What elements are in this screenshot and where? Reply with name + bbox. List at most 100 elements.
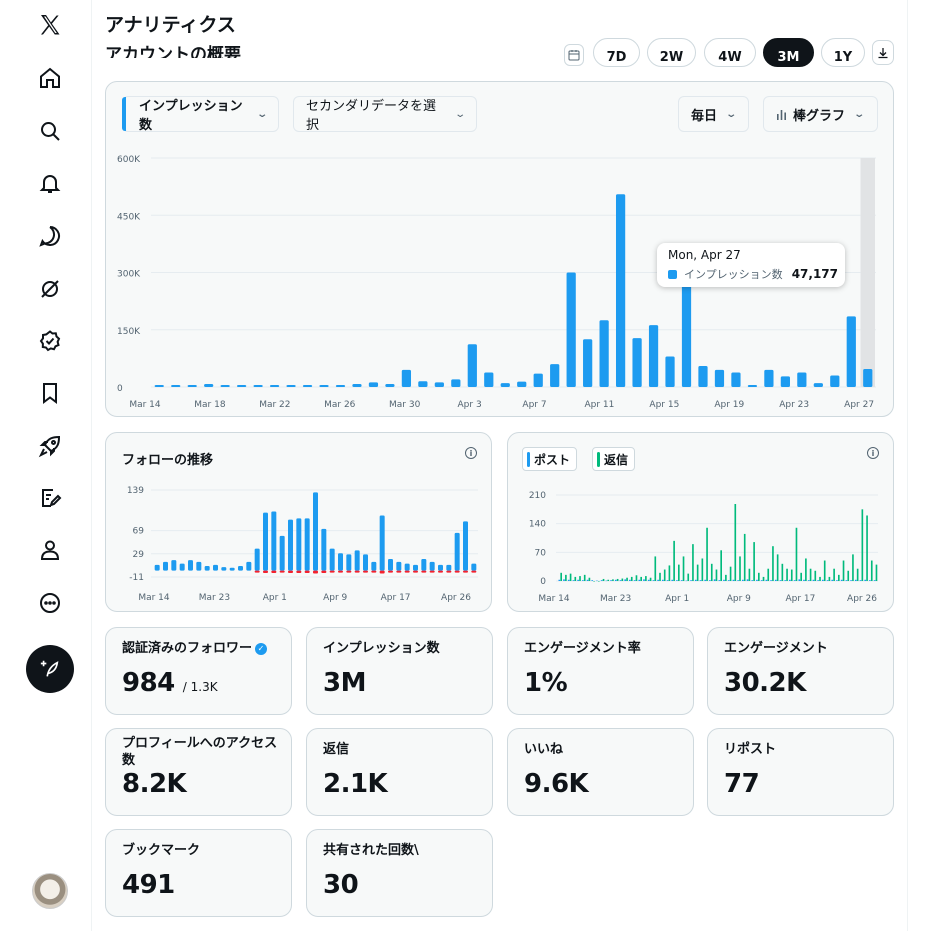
posts-bar[interactable] (662, 579, 664, 581)
follows-loss-bar[interactable] (338, 570, 343, 573)
replies-bar[interactable] (748, 568, 751, 581)
replies-bar[interactable] (565, 574, 567, 581)
posts-bar[interactable] (638, 579, 641, 581)
replies-bar[interactable] (861, 509, 864, 581)
rocket-icon[interactable] (35, 431, 65, 461)
follows-gain-bar[interactable] (463, 521, 468, 571)
replies-bar[interactable] (678, 564, 680, 581)
posts-bar[interactable] (850, 580, 852, 581)
replies-bar[interactable] (659, 572, 661, 581)
replies-bar[interactable] (842, 560, 845, 581)
impressions-bar[interactable] (665, 356, 675, 387)
replies-bar[interactable] (621, 578, 624, 581)
follows-gain-bar[interactable] (446, 564, 452, 571)
info-icon[interactable]: i (465, 447, 477, 459)
replies-bar[interactable] (781, 563, 784, 581)
follows-gain-bar[interactable] (321, 528, 327, 571)
impressions-bar[interactable] (846, 316, 856, 387)
posts-bar[interactable] (586, 579, 589, 581)
replies-bar[interactable] (833, 568, 835, 581)
posts-bar[interactable] (840, 579, 843, 581)
replies-bar[interactable] (701, 558, 704, 581)
follows-loss-bar[interactable] (471, 570, 477, 573)
posts-bar[interactable] (605, 580, 608, 582)
replies-bar[interactable] (635, 575, 638, 581)
posts-bar[interactable] (699, 580, 702, 581)
posts-bar[interactable] (727, 580, 730, 581)
follows-loss-bar[interactable] (254, 570, 260, 573)
follows-gain-bar[interactable] (188, 560, 193, 571)
posts-bar[interactable] (694, 579, 697, 581)
secondary-data-dropdown[interactable]: セカンダリデータを選択 ⌄ (293, 96, 477, 133)
follows-loss-bar[interactable] (463, 570, 468, 573)
impressions-bar[interactable] (797, 372, 807, 387)
follows-gain-bar[interactable] (454, 532, 460, 571)
replies-bar[interactable] (616, 578, 619, 581)
verified-orgs-icon[interactable] (35, 326, 65, 356)
impressions-bar[interactable] (830, 375, 840, 387)
posts-bar[interactable] (859, 580, 862, 581)
replies-bar[interactable] (814, 570, 817, 581)
replies-bar[interactable] (852, 554, 854, 581)
posts-bar[interactable] (807, 580, 810, 581)
follows-gain-bar[interactable] (404, 563, 410, 571)
impressions-bar[interactable] (335, 385, 346, 387)
impressions-bar[interactable] (533, 373, 543, 387)
replies-bar[interactable] (560, 572, 562, 581)
follows-gain-bar[interactable] (371, 561, 377, 571)
stat-replies[interactable]: 返信 2.1K (306, 728, 493, 816)
messages-icon[interactable] (35, 221, 65, 251)
replies-bar[interactable] (720, 550, 722, 581)
replies-bar[interactable] (649, 577, 652, 581)
posts-bar[interactable] (652, 580, 655, 581)
legend-replies[interactable]: 返信 (592, 447, 636, 471)
posts-bar[interactable] (629, 579, 631, 581)
posts-bar[interactable] (671, 579, 674, 581)
impressions-bar[interactable] (550, 364, 560, 387)
follows-loss-bar[interactable] (354, 570, 360, 573)
replies-bar[interactable] (593, 581, 595, 582)
posts-bar[interactable] (563, 579, 565, 581)
posts-bar[interactable] (624, 579, 626, 581)
posts-bar[interactable] (770, 580, 772, 581)
posts-bar[interactable] (742, 579, 744, 581)
follows-gain-bar[interactable] (388, 559, 393, 571)
follows-gain-bar[interactable] (396, 561, 402, 571)
impressions-bar[interactable] (566, 272, 576, 388)
posts-bar[interactable] (784, 580, 786, 581)
replies-bar[interactable] (734, 504, 737, 581)
impressions-bar[interactable] (500, 383, 510, 387)
posts-bar[interactable] (760, 580, 763, 581)
posts-bar[interactable] (614, 579, 617, 581)
follows-loss-bar[interactable] (371, 570, 377, 573)
posts-bar[interactable] (680, 580, 683, 581)
follows-gain-bar[interactable] (246, 561, 252, 571)
follows-gain-bar[interactable] (238, 565, 243, 571)
follows-gain-bar[interactable] (329, 548, 335, 571)
impressions-bar[interactable] (780, 376, 790, 387)
impressions-bar[interactable] (302, 385, 313, 387)
posts-bar[interactable] (798, 579, 801, 581)
follows-loss-bar[interactable] (279, 570, 285, 573)
stat-likes[interactable]: いいね 9.6K (507, 728, 694, 816)
replies-bar[interactable] (762, 576, 765, 581)
posts-bar[interactable] (774, 579, 777, 581)
posts-bar[interactable] (596, 580, 598, 582)
replies-bar[interactable] (612, 579, 614, 581)
replies-bar[interactable] (828, 576, 831, 581)
impressions-bar[interactable] (484, 372, 494, 387)
follows-gain-bar[interactable] (196, 561, 202, 571)
posts-bar[interactable] (685, 580, 688, 582)
posts-bar[interactable] (666, 580, 669, 581)
stat-profile-visits[interactable]: プロフィールへのアクセス数 8.2K (105, 728, 292, 816)
grok-icon[interactable] (35, 274, 65, 304)
replies-bar[interactable] (805, 558, 807, 581)
impressions-bar[interactable] (418, 381, 428, 387)
replies-bar[interactable] (640, 576, 642, 581)
follows-gain-bar[interactable] (179, 563, 185, 571)
metric-dropdown[interactable]: インプレッション数 ⌄ (122, 96, 279, 133)
replies-bar[interactable] (743, 533, 746, 581)
follows-gain-bar[interactable] (421, 559, 427, 571)
replies-bar[interactable] (790, 569, 793, 581)
posts-bar[interactable] (610, 580, 612, 581)
